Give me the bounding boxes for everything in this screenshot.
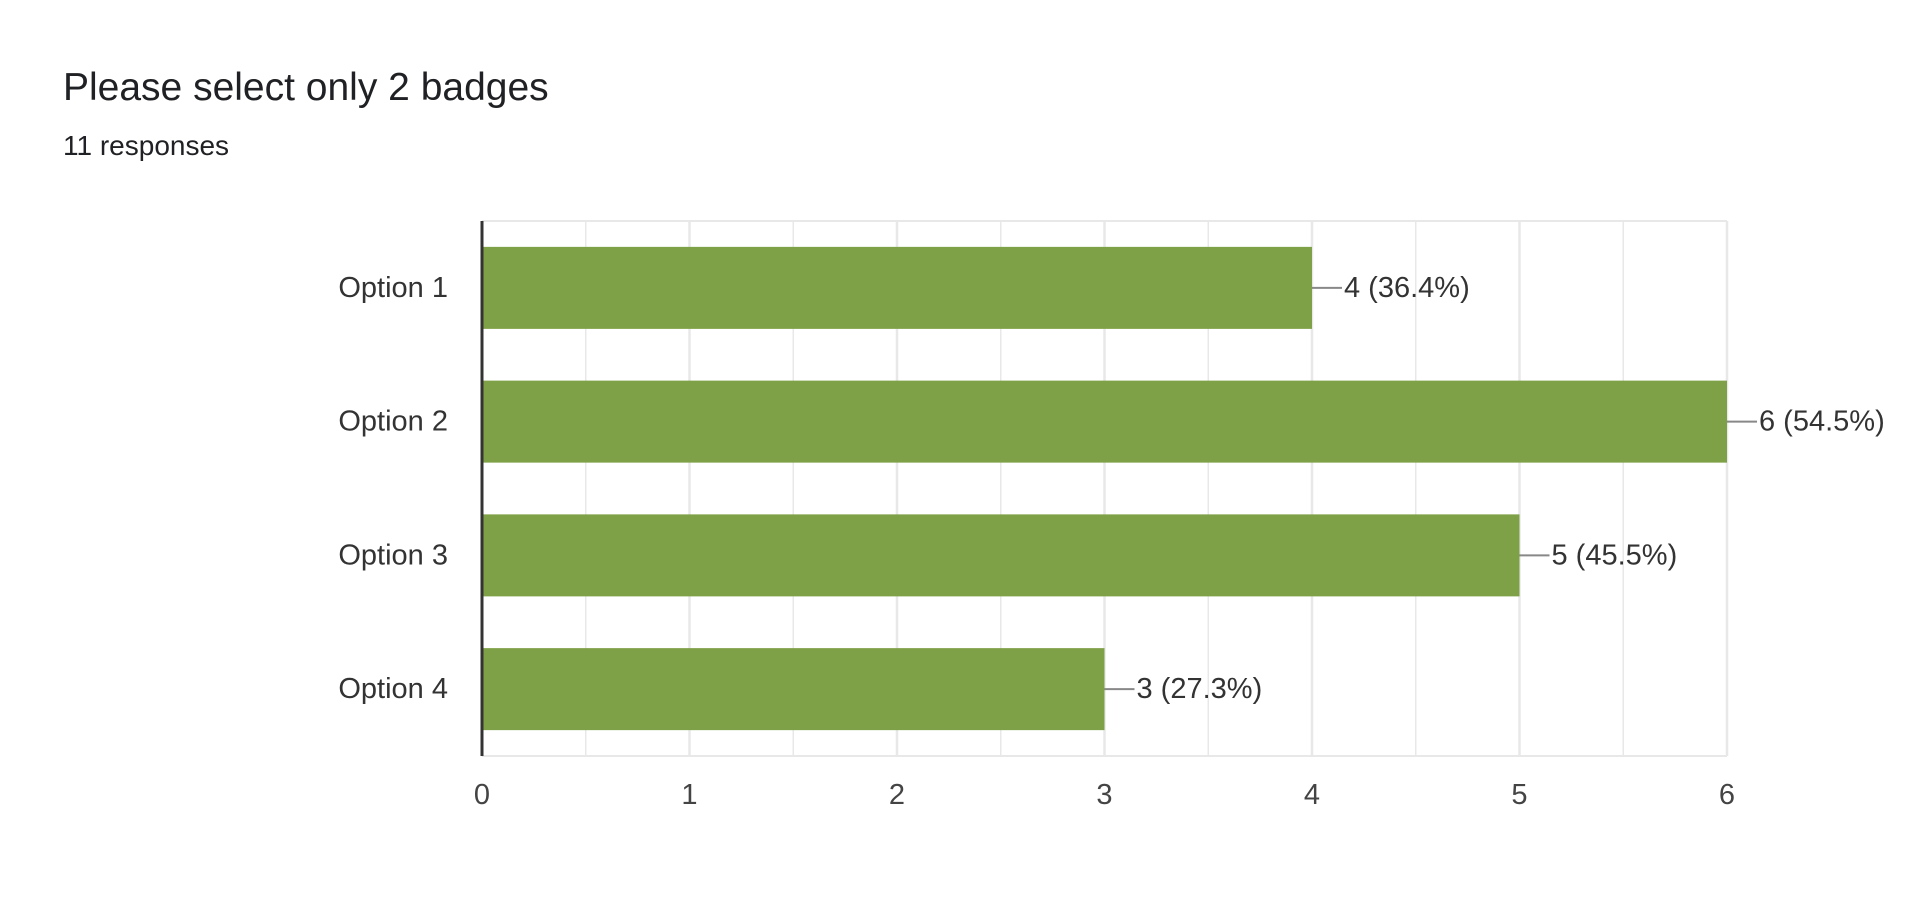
x-tick-label: 0 (474, 779, 490, 811)
bar-3 (482, 514, 1520, 597)
bar-2 (482, 380, 1727, 463)
data-label: 5 (45.5%) (1552, 539, 1678, 571)
category-label: Option 2 (338, 406, 448, 438)
x-tick-label: 2 (889, 779, 905, 811)
bars (482, 246, 1727, 731)
category-label: Option 1 (338, 272, 448, 304)
x-tick-label: 3 (1096, 779, 1112, 811)
x-tick-label: 4 (1304, 779, 1320, 811)
data-label: 3 (27.3%) (1137, 673, 1263, 705)
axes: 0 1 2 3 4 5 6 (474, 221, 1735, 811)
x-tick-label: 1 (681, 779, 697, 811)
labels: 4 (36.4%) Option 1 6 (54.5%) Option 2 5 (45.… (338, 272, 1884, 705)
response-count: 11 responses (63, 130, 230, 161)
bar-4 (482, 648, 1105, 731)
category-label: Option 3 (338, 539, 448, 571)
bar-1 (482, 246, 1312, 329)
data-label: 4 (36.4%) (1344, 272, 1470, 304)
x-tick-label: 6 (1719, 779, 1735, 811)
x-tick-label: 5 (1511, 779, 1527, 811)
data-label: 6 (54.5%) (1759, 406, 1885, 438)
category-label: Option 4 (338, 673, 448, 705)
question-title: Please select only 2 badges (63, 66, 549, 109)
